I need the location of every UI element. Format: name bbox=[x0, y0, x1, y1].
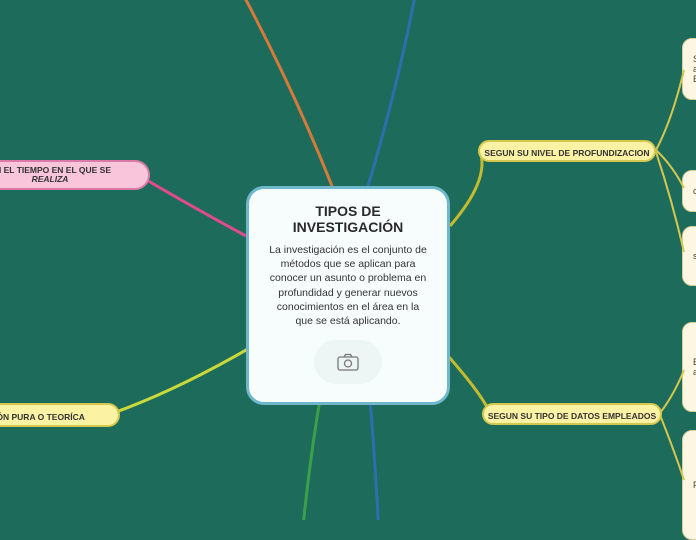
edge-left-top bbox=[140, 176, 246, 236]
center-description: La investigación es el conjunto de métod… bbox=[267, 243, 429, 328]
branch-pura-label: GACIÓN PURA O TEORÍCA bbox=[0, 412, 85, 422]
branch-pura[interactable]: GACIÓN PURA O TEORÍCA bbox=[0, 403, 120, 427]
mindmap-canvas: TIPOS DE INVESTIGACIÓN La investigación … bbox=[0, 0, 696, 520]
edge-top2 bbox=[368, 0, 420, 186]
branch-profundizacion-label: SEGUN SU NIVEL DE PROFUNDIZACION bbox=[484, 148, 649, 158]
branch-tiempo[interactable]: UN EL TIEMPO EN EL QUE SE REALIZA bbox=[0, 160, 150, 190]
camera-icon bbox=[314, 340, 382, 384]
branch-datos[interactable]: SEGUN SU TIPO DE DATOS EMPLEADOS bbox=[482, 403, 662, 425]
center-node[interactable]: TIPOS DE INVESTIGACIÓN La investigación … bbox=[246, 186, 450, 405]
edge-right-top bbox=[450, 151, 482, 226]
subedge-rt-1 bbox=[656, 70, 684, 150]
subedge-rt-2 bbox=[656, 150, 684, 188]
branch-profundizacion[interactable]: SEGUN SU NIVEL DE PROFUNDIZACION bbox=[478, 140, 656, 162]
edge-top1 bbox=[230, 0, 332, 186]
subedge-rb-1 bbox=[660, 370, 684, 413]
branch-datos-label: SEGUN SU TIPO DE DATOS EMPLEADOS bbox=[488, 411, 656, 421]
subedge-rb-2 bbox=[660, 415, 684, 480]
center-title: TIPOS DE INVESTIGACIÓN bbox=[267, 203, 429, 235]
branch-tiempo-line2: REALIZA bbox=[32, 174, 69, 184]
